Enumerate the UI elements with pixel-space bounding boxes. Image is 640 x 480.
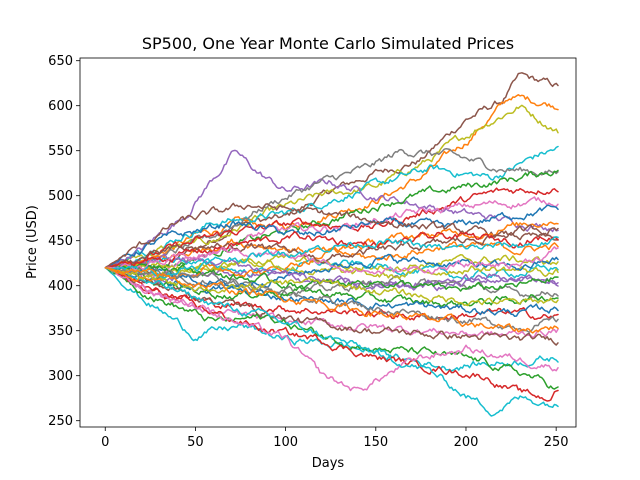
y-tick-label: 250: [48, 414, 73, 429]
x-tick-label: 0: [101, 435, 109, 450]
x-tick-label: 50: [187, 435, 204, 450]
y-tick-label: 350: [48, 324, 73, 339]
x-tick-label: 100: [273, 435, 298, 450]
y-axis-label: Price (USD): [25, 205, 40, 279]
y-tick-label: 550: [48, 144, 73, 159]
y-tick-label: 600: [48, 99, 73, 114]
chart-title: SP500, One Year Monte Carlo Simulated Pr…: [142, 34, 514, 53]
y-axis: 250 300 350 400 450 500 550 600 650: [48, 54, 80, 429]
y-tick-label: 300: [48, 369, 73, 384]
x-tick-label: 250: [544, 435, 569, 450]
x-tick-label: 150: [363, 435, 388, 450]
simulated-price-path: [105, 203, 558, 267]
x-axis: 0 50 100 150 200 250: [101, 427, 568, 450]
x-axis-label: Days: [312, 456, 345, 471]
y-tick-label: 450: [48, 234, 73, 249]
y-tick-label: 650: [48, 54, 73, 69]
y-tick-label: 400: [48, 279, 73, 294]
x-tick-label: 200: [454, 435, 479, 450]
y-tick-label: 500: [48, 189, 73, 204]
plot-area: [105, 73, 558, 416]
